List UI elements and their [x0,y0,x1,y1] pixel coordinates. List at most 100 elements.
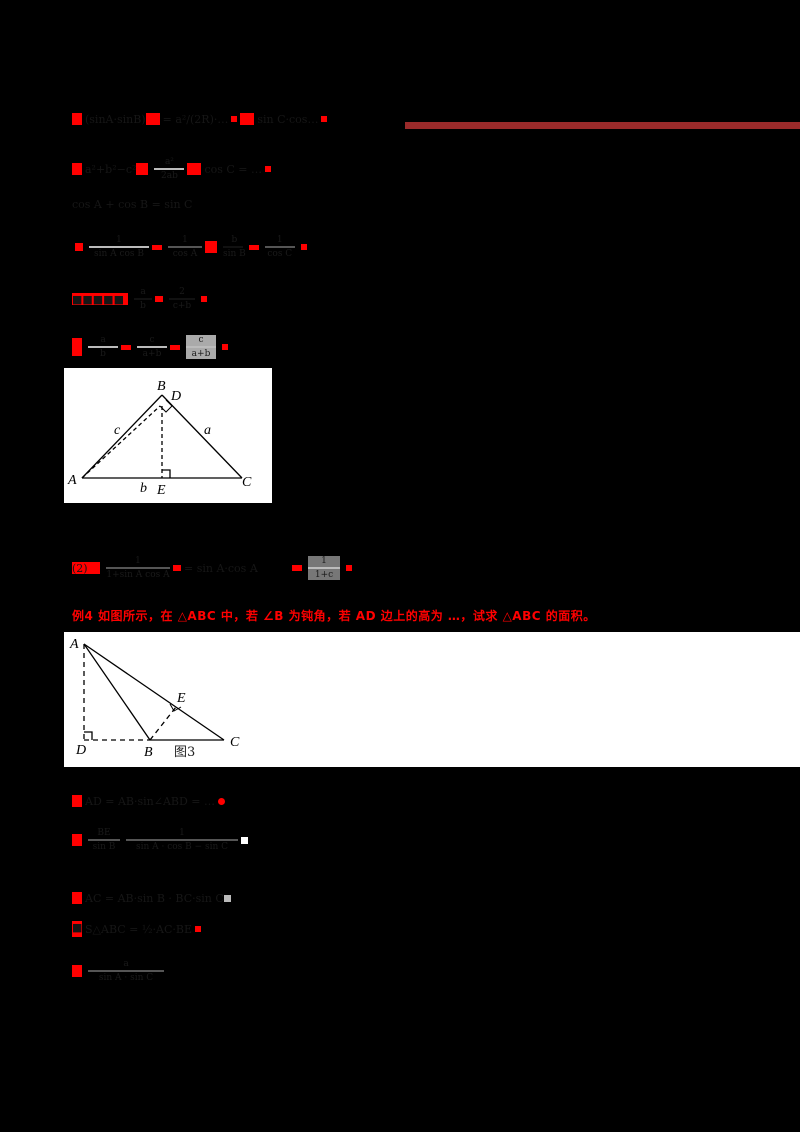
denominator: cos A [172,249,198,259]
fraction: 1 1+sin A cos A [106,556,170,580]
red-marker: ■ [72,921,82,937]
denominator: 2ab [161,171,178,181]
numerator: 2 [179,287,185,297]
line-text: sin C·cos… [257,112,319,126]
fraction: 2 c+b [169,287,195,311]
numerator: c [149,335,155,345]
red-marker [205,241,217,253]
red-rule [405,122,800,129]
line-text: cos A + cos B = sin C [72,197,193,211]
label-d-point: D [170,389,181,404]
red-marker: 解 [72,795,82,808]
line-text: = a²/(2R)·… [162,112,229,126]
red-marker: ∴ [72,834,82,846]
example-heading-text: 例4 如图所示，在 △ABC 中，若 ∠B 为钝角，若 AD 边上的高为 …，试… [72,608,592,623]
label-side-a: a [204,423,211,438]
red-marker [346,565,352,571]
numerator: BE [97,828,111,838]
text-line-13: ∴ a sin A · sin C [72,956,167,986]
numerator: 1 [135,556,141,566]
denominator: 1+c [314,570,334,580]
red-marker [321,116,328,122]
line-text: cos C = … [204,162,262,176]
numerator: a [100,335,106,345]
fraction-bar [89,246,149,248]
numerator: a² [164,157,174,167]
fraction: 1 sin A cos B [89,235,149,259]
label-e-point: E [176,691,186,706]
line-text: = sin A·cos A [184,561,258,575]
label-d-point: D [75,743,86,758]
fraction: a b [88,335,118,359]
fraction-bar [169,298,195,300]
label-a-vertex: A [69,637,79,652]
figure-3-triangle: A B C D E 图3 [64,632,800,767]
denominator: a+b [191,349,211,359]
fraction-bar [137,346,167,348]
red-marker: (2) [72,562,100,575]
numerator: a [140,287,146,297]
red-marker [187,163,202,175]
text-line-11: 解 AC = AB·sin B · BC·sin C [72,887,231,909]
red-marker [265,166,271,172]
red-marker [72,113,82,125]
label-c-vertex: C [242,475,252,490]
red-marker: ∴ [72,965,82,977]
label-side-b: b [140,481,147,496]
fraction-bar [264,246,295,248]
label-e-point: E [156,483,166,498]
denominator: b [140,301,146,311]
fraction-bar [88,970,164,972]
red-marker [240,113,255,125]
fraction-bar [186,346,216,348]
fraction-bar [88,839,120,841]
fraction: 1 1+c [308,556,340,580]
red-marker [218,797,226,805]
example-heading: 例4 如图所示，在 △ABC 中，若 ∠B 为钝角，若 AD 边上的高为 …，试… [72,604,592,626]
numerator: 1 [321,556,327,566]
line-text: S△ABC = ½·AC·BE [85,922,192,936]
text-line-2: a²+b²−c² a² 2ab cos C = … [72,157,274,181]
fraction: 1 sin A · cos B − sin C [126,828,238,852]
fraction: a b [134,287,152,311]
fraction: c a+b [186,335,216,359]
text-line-3: cos A + cos B = sin C [72,193,192,215]
fraction-bar [88,346,118,348]
grey-marker [223,894,231,902]
red-marker [300,244,307,250]
fraction: BE sin B [88,828,120,852]
denominator: sin A · sin C [98,973,154,983]
figure-triangle-abc: A B C D E a b c [64,368,272,503]
denominator: sin A cos B [93,249,145,259]
denominator: sin A · cos B − sin C [135,842,229,852]
denominator: b [100,349,106,359]
red-marker [194,926,201,932]
text-line-5: ■■■■■ a b 2 c+b [72,285,210,313]
red-marker [136,163,149,175]
denominator: a+b [142,349,162,359]
numerator: 1 [276,235,283,245]
label-a-vertex: A [67,473,77,488]
fraction: b sin B [223,235,246,259]
numerator: 1 [116,235,122,245]
red-marker [173,565,181,571]
red-marker [201,296,207,302]
red-marker [72,338,82,356]
denominator: sin B [92,842,116,852]
triangle-diagram-figure-3: A B C D E 图3 [69,637,240,760]
numerator: b [231,235,238,245]
red-marker [72,163,82,175]
numerator: c [198,335,204,345]
fraction: 1 cos C [264,235,295,259]
label-b-vertex: B [157,379,166,394]
text-line-12: ■ S△ABC = ½·AC·BE [72,918,204,940]
red-marker [231,116,238,122]
red-label: ■■■■■ [72,293,128,306]
fraction-bar [223,246,243,248]
text-line-10: ∴ BE sin B 1 sin A · cos B − sin C [72,822,248,858]
fraction-bar [134,298,152,300]
triangle-diagram: A B C D E a b c [67,379,252,498]
denominator: cos C [267,249,293,259]
text-line-7: (2) 1 1+sin A cos A = sin A·cos A 1 1+c [72,553,355,583]
denominator: c+b [172,301,192,311]
